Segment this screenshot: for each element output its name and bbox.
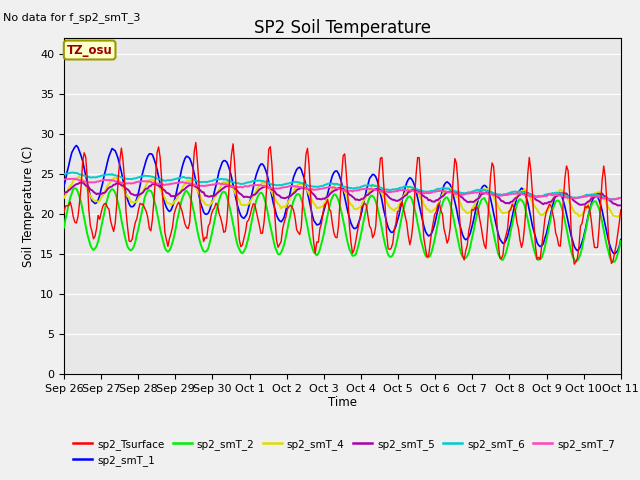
Text: TZ_osu: TZ_osu [67,44,113,57]
Y-axis label: Soil Temperature (C): Soil Temperature (C) [22,145,35,267]
Legend: sp2_Tsurface, sp2_smT_1, sp2_smT_2, sp2_smT_4, sp2_smT_5, sp2_smT_6, sp2_smT_7: sp2_Tsurface, sp2_smT_1, sp2_smT_2, sp2_… [69,434,619,470]
Title: SP2 Soil Temperature: SP2 Soil Temperature [254,19,431,37]
Text: No data for f_sp2_smT_3: No data for f_sp2_smT_3 [3,12,141,23]
X-axis label: Time: Time [328,396,357,408]
